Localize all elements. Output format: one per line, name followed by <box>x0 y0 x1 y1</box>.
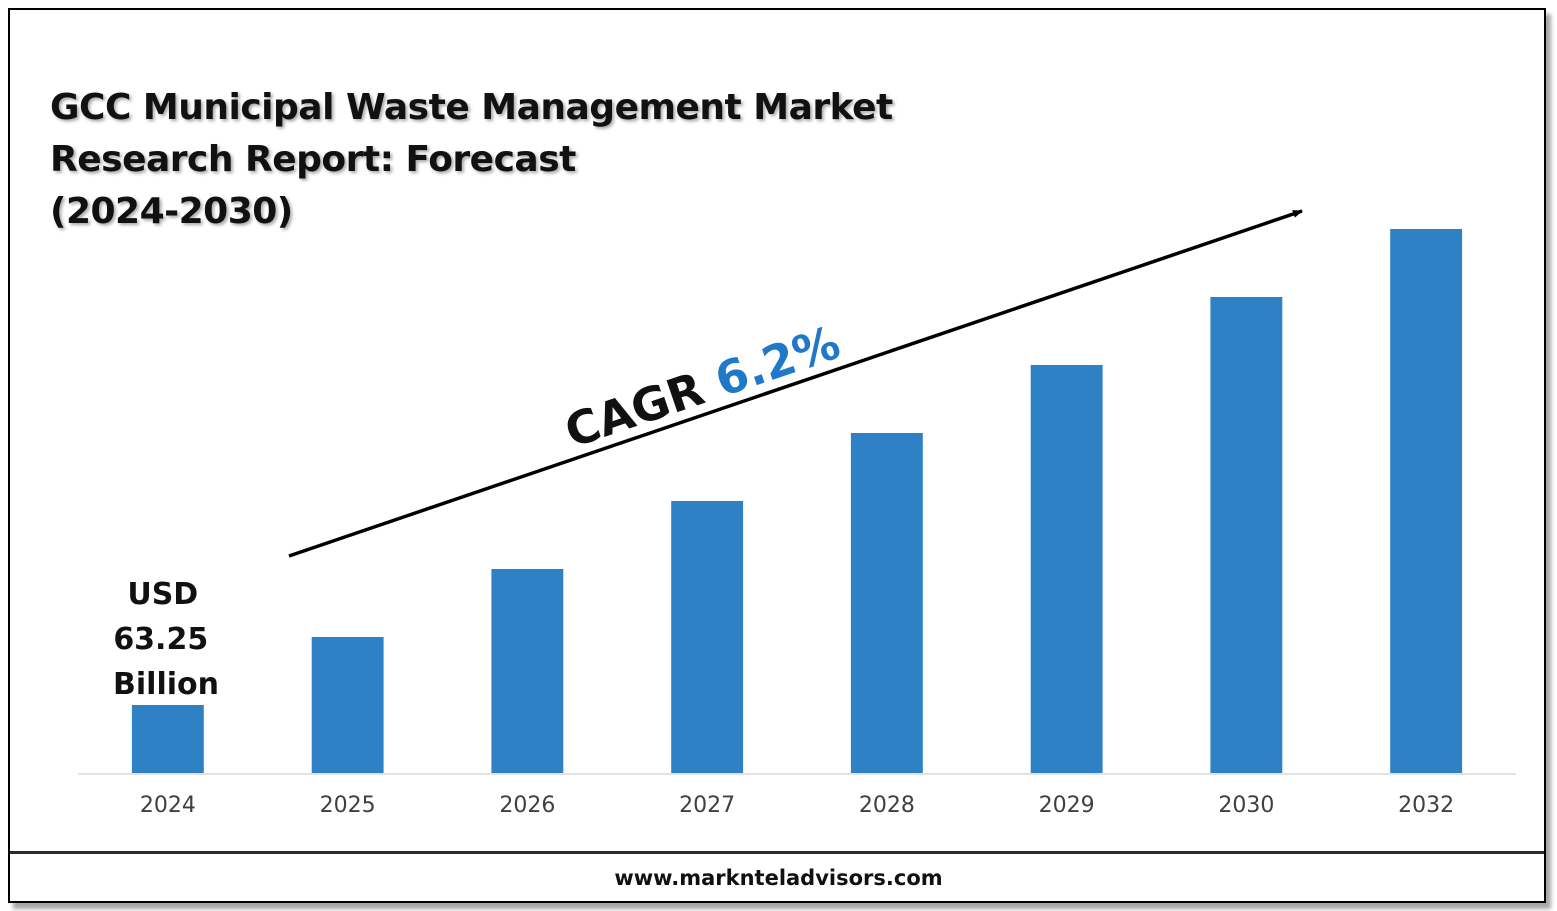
x-tick-labels: 2024 2025 2026 2027 2028 2029 2030 2032 <box>140 793 1454 818</box>
x-tick-label-2030: 2030 <box>1218 793 1274 818</box>
footer-website: www.marknteladvisors.com <box>614 866 943 890</box>
x-tick-label-2029: 2029 <box>1039 793 1095 818</box>
bar-2026 <box>491 569 564 773</box>
x-tick-label-2032: 2032 <box>1398 793 1454 818</box>
cagr-annotation: CAGR 6.2% <box>558 315 846 458</box>
first-bar-label-line-3: Billion <box>113 667 219 702</box>
chart-title-line-3: (2024-2030) <box>50 191 293 232</box>
footer-divider <box>10 851 1544 854</box>
bar-2025 <box>311 637 384 773</box>
bar-2029 <box>1030 365 1103 773</box>
chart-frame <box>8 8 1546 903</box>
x-tick-label-2027: 2027 <box>679 793 735 818</box>
x-tick-label-2028: 2028 <box>859 793 915 818</box>
chart-title: GCC Municipal Waste Management Market Re… <box>50 82 910 238</box>
x-tick-label-2025: 2025 <box>320 793 376 818</box>
chart-title-line-1: GCC Municipal Waste Management Market <box>50 87 893 128</box>
bar-2027 <box>671 501 744 773</box>
first-bar-value-label: USD 63.25 Billion <box>113 577 219 702</box>
bar-2024 <box>131 705 204 773</box>
bar-2032 <box>1390 229 1463 773</box>
x-tick-label-2026: 2026 <box>499 793 555 818</box>
x-tick-label-2024: 2024 <box>140 793 196 818</box>
bar-2028 <box>850 433 923 773</box>
chart-title-line-2: Research Report: Forecast <box>50 139 576 180</box>
first-bar-label-line-2: 63.25 <box>113 622 208 657</box>
cagr-value: 6.2% <box>708 315 846 407</box>
bars-layer <box>131 229 1463 773</box>
bar-2030 <box>1210 297 1283 773</box>
cagr-trend-arrow <box>288 209 1303 558</box>
cagr-label: CAGR <box>558 361 710 458</box>
first-bar-label-line-1: USD <box>127 577 198 612</box>
